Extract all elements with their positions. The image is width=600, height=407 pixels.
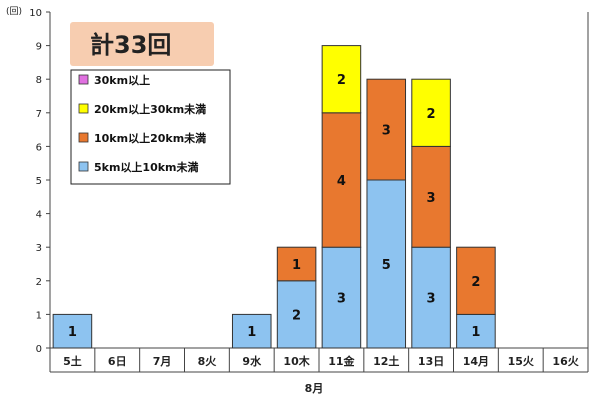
- total-badge-box: [70, 22, 214, 66]
- x-tick-label: 14月: [463, 355, 489, 368]
- bar-segment: [276, 246, 317, 282]
- bar-segment-label: 1: [68, 325, 77, 340]
- legend-box: [70, 69, 231, 185]
- y-axis-unit: (回): [6, 6, 22, 17]
- bar-segment: [411, 78, 451, 147]
- legend: 30km以上 20km以上30km未満 10km以上20km未満 5km以上10km未…: [70, 69, 231, 185]
- y-tick-label: 0: [36, 344, 42, 355]
- bar-segment-label: 3: [427, 292, 436, 307]
- bar-segment-label: 1: [247, 325, 256, 340]
- legend-label: 10km以上20km未満: [94, 131, 206, 145]
- bar-segment-label: 3: [337, 292, 346, 307]
- bar-segment: [321, 246, 362, 349]
- bar-segment: [366, 78, 407, 181]
- legend-swatch: [78, 74, 89, 85]
- y-tick-label: 8: [36, 75, 42, 86]
- bar-segment-label: 1: [292, 258, 301, 273]
- bar-segment: [321, 45, 362, 114]
- y-tick-label: 9: [36, 42, 42, 53]
- bar-segment-label: 5: [382, 258, 391, 273]
- x-tick-label: 5土: [63, 354, 82, 368]
- bar-segment-label: 1: [471, 325, 480, 340]
- bars: 1 1 2 1 3 4 2 5 3 3 3 2 1 2: [52, 45, 496, 349]
- x-tick-label: 16火: [552, 355, 579, 368]
- bar-segment: [321, 112, 362, 248]
- y-tick-label: 5: [36, 176, 42, 187]
- bar-segment: [366, 179, 407, 349]
- x-tick-label: 11金: [328, 354, 355, 368]
- x-tick-label: 9水: [242, 354, 262, 368]
- bar-segment-label: 2: [427, 107, 436, 122]
- y-tick-label: 3: [36, 243, 42, 254]
- legend-label: 20km以上30km未満: [94, 102, 206, 116]
- x-tick-label: 6日: [108, 355, 127, 368]
- y-tick-label: 7: [36, 109, 42, 120]
- bar-segment-label: 3: [382, 124, 391, 139]
- bar-segment: [456, 246, 496, 315]
- legend-swatch: [78, 161, 89, 172]
- total-badge-text: 計33回: [90, 31, 171, 59]
- x-tick-label: 7月: [153, 355, 172, 368]
- legend-swatch: [78, 103, 89, 114]
- x-tick-label: 8火: [198, 355, 218, 368]
- bar-segment: [276, 280, 317, 349]
- y-tick-label: 1: [36, 310, 42, 321]
- y-tick-label: 4: [36, 210, 42, 221]
- x-tick-label: 13日: [418, 355, 444, 368]
- bar-segment-label: 3: [427, 191, 436, 206]
- bar-segment-label: 2: [471, 275, 480, 290]
- y-tick-label: 10: [29, 8, 42, 19]
- bar-segment: [52, 313, 93, 349]
- total-badge: 計33回: [70, 22, 214, 66]
- x-tick-label: 10木: [283, 354, 310, 368]
- x-tick-label: 12土: [373, 354, 399, 368]
- bar-segment-label: 2: [337, 73, 346, 88]
- x-axis-title: 8月: [305, 382, 324, 395]
- x-tick-label: 15火: [508, 355, 535, 368]
- bar-segment-label: 2: [292, 308, 301, 323]
- axes: 0 1 2 3 4 5 6 7 8 9 10 5土 6日 7月 8火 9水 10木 11金 12土 13日 14月 15火…: [29, 8, 589, 373]
- bar-segment-label: 4: [337, 174, 346, 189]
- legend-label: 30km以上: [94, 73, 150, 87]
- bar-segment: [231, 313, 272, 349]
- y-tick-label: 6: [36, 142, 42, 153]
- y-tick-label: 2: [36, 277, 42, 288]
- legend-label: 5km以上10km未満: [94, 160, 199, 174]
- bar-segment: [411, 145, 451, 248]
- legend-swatch: [78, 132, 89, 143]
